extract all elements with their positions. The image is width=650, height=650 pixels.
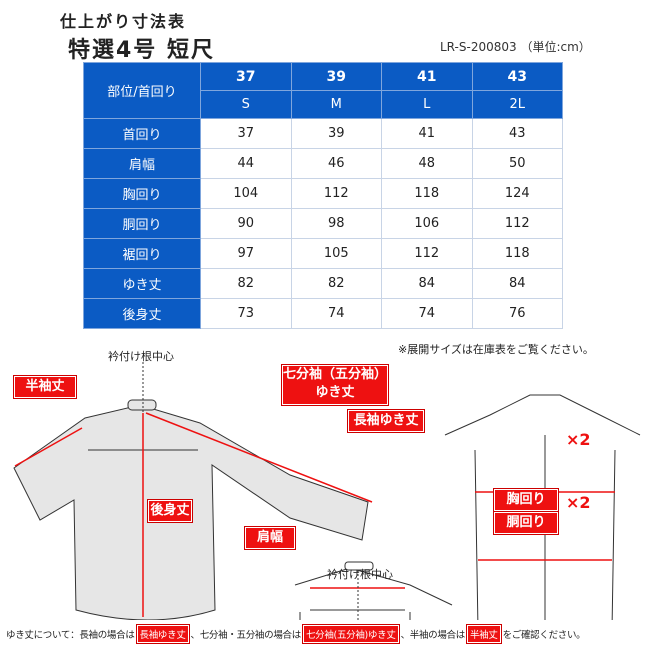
- table-row: 後身丈 73 74 74 76: [83, 298, 563, 329]
- cell-value: 82: [200, 268, 292, 299]
- cell-value: 37: [200, 118, 292, 149]
- cell-value: 112: [381, 238, 473, 269]
- row-label: 胴回り: [83, 208, 201, 239]
- cell-value: 39: [290, 118, 382, 149]
- page-subtitle: 仕上がり寸法表: [60, 12, 187, 31]
- footer-long-sleeve: 長袖ゆき丈: [136, 625, 189, 643]
- row-label: 胸回り: [83, 178, 201, 209]
- footer-three-quarter: 七分袖(五分袖)ゆき丈: [302, 625, 399, 643]
- footer-text: 、半袖の場合は: [400, 630, 466, 641]
- half-sleeve-label: 半袖丈: [14, 376, 76, 398]
- three-quarter-text-2: ゆき丈: [315, 385, 355, 400]
- cell-value: 74: [290, 298, 382, 329]
- sleeve-arrow: [145, 412, 373, 503]
- row-label: ゆき丈: [83, 268, 201, 299]
- cell-value: 105: [290, 238, 382, 269]
- footer-text: ゆき丈について：長袖の場合は: [6, 630, 135, 641]
- cell-value: 41: [381, 118, 473, 149]
- footer-text: 、七分袖・五分袖の場合は: [190, 630, 302, 641]
- table-row: 首回り 37 39 41 43: [83, 118, 563, 149]
- footer-note: ゆき丈について：長袖の場合は 長袖ゆき丈 、七分袖・五分袖の場合は 七分袖(五分…: [6, 625, 644, 643]
- cell-value: 112: [290, 178, 382, 209]
- cell-value: 124: [471, 178, 563, 209]
- page-title: 特選4号 短尺: [68, 38, 215, 63]
- cell-value: 46: [290, 148, 382, 179]
- cell-value: 104: [200, 178, 292, 209]
- row-label: 肩幅: [83, 148, 201, 179]
- back-length-label: 後身丈: [148, 500, 192, 522]
- footer-half-sleeve: 半袖丈: [466, 625, 501, 643]
- cell-value: 98: [290, 208, 382, 239]
- footer-text: をご確認ください。: [502, 630, 586, 641]
- cell-value: 48: [381, 148, 473, 179]
- chest-label: 胸回り: [494, 489, 558, 511]
- size-header: 37: [200, 62, 292, 91]
- table-row: 裾回り 97 105 112 118: [83, 238, 563, 269]
- shoulder-label: 肩幅: [245, 527, 295, 549]
- stock-note: ※展開サイズは在庫表をご覧ください。: [398, 343, 594, 356]
- waist-label: 胴回り: [494, 512, 558, 534]
- size-header: 43: [471, 62, 563, 91]
- collar-center-label-2: 衿付け根中心: [327, 568, 393, 581]
- cell-value: 73: [200, 298, 292, 329]
- table-row: 肩幅 44 46 48 50: [83, 148, 563, 179]
- front-shirt: [444, 394, 641, 620]
- cell-value: 50: [471, 148, 563, 179]
- size-header: 41: [381, 62, 473, 91]
- letter-size: L: [381, 90, 473, 119]
- product-code: LR-S-200803 （単位:cm）: [440, 40, 591, 54]
- collar-center-label: 衿付け根中心: [108, 350, 174, 363]
- cell-value: 97: [200, 238, 292, 269]
- corner-header: 部位/首回り: [83, 62, 201, 119]
- table-row: 胴回り 90 98 106 112: [83, 208, 563, 239]
- size-header: 39: [290, 62, 382, 91]
- three-quarter-label: 七分袖（五分袖） ゆき丈: [282, 365, 388, 405]
- row-label: 後身丈: [83, 298, 201, 329]
- cell-value: 82: [290, 268, 382, 299]
- cell-value: 74: [381, 298, 473, 329]
- waist-times2: ×2: [566, 493, 591, 512]
- table-row: ゆき丈 82 82 84 84: [83, 268, 563, 299]
- letter-size: 2L: [471, 90, 563, 119]
- cell-value: 44: [200, 148, 292, 179]
- half-sleeve-arrow: [14, 427, 83, 467]
- size-table: 部位/首回り 37 39 41 43 S M L 2L 首回り 37 39 41 43 肩…: [83, 62, 563, 329]
- cell-value: 84: [471, 268, 563, 299]
- cell-value: 90: [200, 208, 292, 239]
- letter-size: M: [290, 90, 382, 119]
- cell-value: 76: [471, 298, 563, 329]
- cell-value: 43: [471, 118, 563, 149]
- letter-size: S: [200, 90, 292, 119]
- small-back-shirt: [294, 567, 453, 620]
- cell-value: 118: [471, 238, 563, 269]
- long-sleeve-label: 長袖ゆき丈: [348, 410, 424, 432]
- cell-value: 112: [471, 208, 563, 239]
- three-quarter-text: 七分袖（五分袖）: [283, 367, 388, 382]
- cell-value: 118: [381, 178, 473, 209]
- row-label: 裾回り: [83, 238, 201, 269]
- back-collar: [127, 399, 157, 411]
- small-back-collar: [344, 561, 374, 571]
- cell-value: 84: [381, 268, 473, 299]
- table-row: 胸回り 104 112 118 124: [83, 178, 563, 209]
- cell-value: 106: [381, 208, 473, 239]
- row-label: 首回り: [83, 118, 201, 149]
- chest-times2: ×2: [566, 430, 591, 449]
